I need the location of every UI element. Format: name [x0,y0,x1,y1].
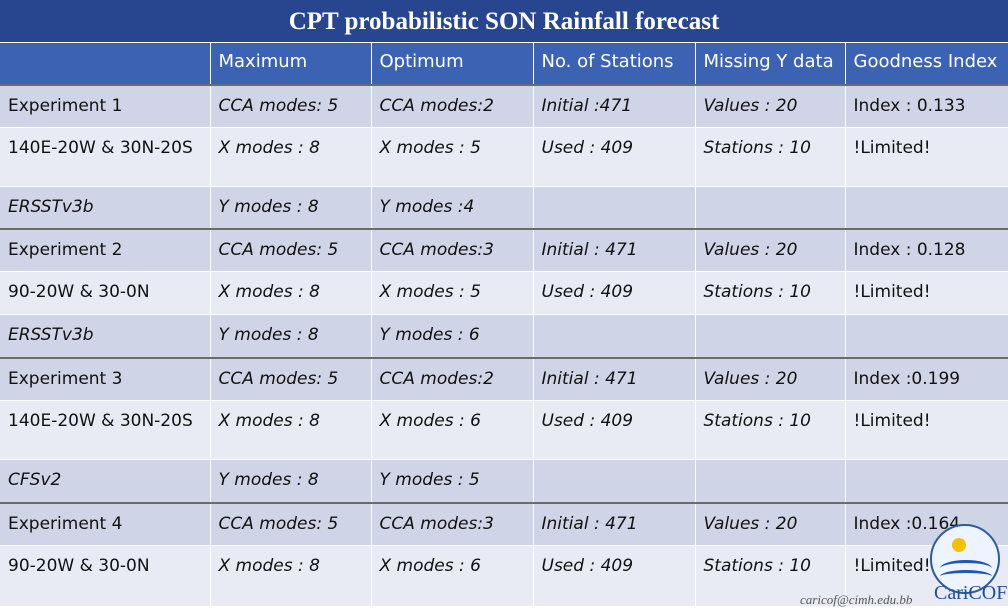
table-cell: ERSSTv3b [0,186,211,229]
table-cell: !Limited! [845,400,1008,460]
table-cell: Y modes : 5 [371,459,534,503]
table-cell: Y modes : 6 [371,314,534,358]
table-cell: Values : 20 [695,227,846,272]
table-cell: Initial : 471 [533,356,696,401]
table-cell: 140E-20W & 30N-20S [0,400,211,460]
wave-icon [940,570,992,583]
table-cell: ERSSTv3b [0,314,211,358]
table-cell: Used : 409 [533,271,696,315]
table-cell: CCA modes:2 [371,83,534,128]
table-cell: Stations : 10 [695,545,846,606]
table-cell: X modes : 8 [210,400,372,460]
table-cell: Index :0.199 [845,356,1008,401]
header-cell: Missing Y data [695,42,846,85]
table-cell: Y modes :4 [371,186,534,229]
table-cell: Stations : 10 [695,400,846,460]
table-cell: Y modes : 8 [210,459,372,503]
table-cell: Stations : 10 [695,271,846,315]
footer-email: caricof@cimh.edu.bb [800,592,913,607]
table-cell: CCA modes: 5 [210,501,372,546]
table-cell [695,314,846,358]
header-cell: No. of Stations [533,42,696,85]
table-cell [845,314,1008,358]
table-cell [533,314,696,358]
table-cell: Used : 409 [533,545,696,606]
table-cell: Values : 20 [695,83,846,128]
table-cell [533,459,696,503]
table-cell: 90-20W & 30-0N [0,271,211,315]
header-cell: Maximum [210,42,372,85]
table-cell: Initial :471 [533,83,696,128]
table-cell: Stations : 10 [695,127,846,187]
table-row: Experiment 1 CCA modes: 5 CCA modes:2 Initi… [0,83,1008,128]
experiment-label: Experiment 4 [0,501,211,546]
experiment-label: Experiment 3 [0,356,211,401]
caricof-logo [930,524,1000,594]
table-cell: 90-20W & 30-0N [0,545,211,606]
table-row: Experiment 3 CCA modes: 5 CCA modes:2 Initi… [0,356,1008,401]
table-cell: X modes : 8 [210,271,372,315]
table-cell: Used : 409 [533,400,696,460]
table-cell: Values : 20 [695,356,846,401]
table-row: Experiment 2 CCA modes: 5 CCA modes:3 Initi… [0,227,1008,272]
table-cell: X modes : 5 [371,271,534,315]
table-header-row: Maximum Optimum No. of Stations Missing … [0,42,1008,85]
table-cell: CCA modes:2 [371,356,534,401]
table-cell: CFSv2 [0,459,211,503]
wave-icon [940,560,992,577]
table-cell [695,459,846,503]
table-cell: X modes : 6 [371,400,534,460]
table-cell: CCA modes:3 [371,501,534,546]
table-cell: !Limited! [845,127,1008,187]
table-cell: Y modes : 8 [210,314,372,358]
slide-title: CPT probabilistic SON Rainfall forecast [0,0,1008,42]
table-cell: X modes : 8 [210,545,372,606]
table-cell: X modes : 6 [371,545,534,606]
table-cell [695,186,846,229]
table-cell: CCA modes:3 [371,227,534,272]
table-cell: Index : 0.133 [845,83,1008,128]
table-cell: CCA modes: 5 [210,83,372,128]
header-cell [0,42,211,85]
experiment-label: Experiment 1 [0,83,211,128]
table-cell: X modes : 8 [210,127,372,187]
table-cell: Values : 20 [695,501,846,546]
table-cell [533,186,696,229]
table-cell: X modes : 5 [371,127,534,187]
table-cell: Index : 0.128 [845,227,1008,272]
table-cell: Y modes : 8 [210,186,372,229]
forecast-table: Maximum Optimum No. of Stations Missing … [0,42,1008,606]
table-cell [845,459,1008,503]
header-cell: Optimum [371,42,534,85]
table-cell: Initial : 471 [533,501,696,546]
table-cell: !Limited! [845,271,1008,315]
table-cell: 140E-20W & 30N-20S [0,127,211,187]
table-cell [845,186,1008,229]
table-cell: CCA modes: 5 [210,227,372,272]
table-cell: CCA modes: 5 [210,356,372,401]
logo-text: CariCOF [934,582,1008,604]
table-cell: Initial : 471 [533,227,696,272]
experiment-label: Experiment 2 [0,227,211,272]
header-cell: Goodness Index [845,42,1008,85]
table-cell: Used : 409 [533,127,696,187]
sun-icon [952,538,966,552]
table-row: Experiment 4 CCA modes: 5 CCA modes:3 Initi… [0,501,1008,546]
